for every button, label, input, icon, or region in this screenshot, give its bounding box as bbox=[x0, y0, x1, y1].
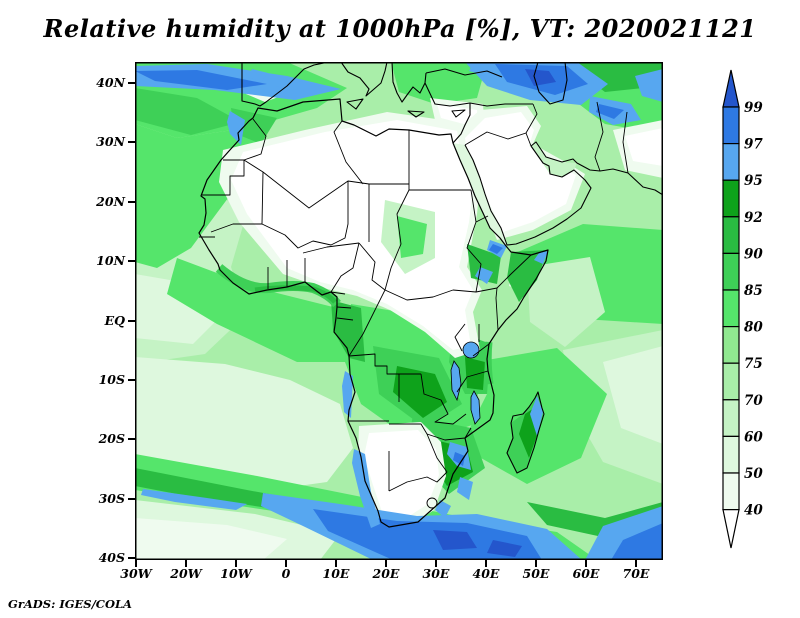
country-borders bbox=[199, 101, 629, 509]
colorbar-seg-60-70 bbox=[722, 399, 740, 437]
colorbar-seg-90-92 bbox=[722, 216, 740, 255]
lat-tick bbox=[128, 201, 135, 203]
europe-coastline bbox=[241, 62, 568, 118]
lon-tick bbox=[535, 560, 537, 567]
lon-label-30w: 30W bbox=[120, 566, 152, 581]
lat-label-20n: 20N bbox=[96, 194, 125, 209]
colorbar-seg-75-80 bbox=[722, 326, 740, 364]
map-area bbox=[135, 62, 663, 560]
lon-tick bbox=[285, 560, 287, 567]
lon-tick bbox=[135, 560, 137, 567]
svg-text:99: 99 bbox=[744, 100, 763, 116]
lat-tick bbox=[128, 260, 135, 262]
lon-tick bbox=[635, 560, 637, 567]
svg-text:92: 92 bbox=[744, 210, 763, 226]
lat-label-20s: 20S bbox=[98, 431, 125, 446]
lon-tick bbox=[385, 560, 387, 567]
lon-tick bbox=[335, 560, 337, 567]
lon-tick bbox=[235, 560, 237, 567]
lat-tick bbox=[128, 320, 135, 322]
lon-tick bbox=[435, 560, 437, 567]
colorbar-seg-80-85 bbox=[722, 289, 740, 328]
humidity-shading bbox=[135, 62, 663, 560]
lon-label-40e: 40E bbox=[472, 566, 500, 581]
africa-coastline bbox=[198, 98, 549, 528]
colorbar-seg-95-97 bbox=[722, 142, 740, 181]
lon-label-70e: 70E bbox=[622, 566, 650, 581]
lon-tick bbox=[185, 560, 187, 567]
colorbar-bottom-arrow bbox=[722, 509, 740, 549]
lat-label-30n: 30N bbox=[96, 134, 125, 149]
lon-tick bbox=[485, 560, 487, 567]
levant-coastline bbox=[452, 103, 471, 144]
arabia-coastline bbox=[464, 141, 663, 246]
svg-text:40: 40 bbox=[744, 503, 763, 519]
lat-label-40s: 40S bbox=[98, 550, 125, 565]
svg-text:60: 60 bbox=[744, 429, 763, 445]
lat-tick bbox=[128, 379, 135, 381]
svg-text:90: 90 bbox=[744, 246, 763, 262]
svg-text:95: 95 bbox=[744, 173, 763, 189]
colorbar-seg-70-75 bbox=[722, 362, 740, 401]
lon-label-0: 0 bbox=[281, 566, 291, 581]
colorbar-seg-40-50 bbox=[722, 472, 740, 511]
colorbar-labels: 99 97 95 92 90 85 80 75 70 60 50 40 bbox=[744, 100, 763, 519]
colorbar-top-arrow bbox=[722, 69, 740, 108]
lat-tick bbox=[128, 498, 135, 500]
plot-title: Relative humidity at 1000hPa [%], VT: 20… bbox=[43, 14, 757, 43]
svg-text:70: 70 bbox=[744, 393, 763, 409]
lon-label-30e: 30E bbox=[422, 566, 450, 581]
lat-label-10n: 10N bbox=[96, 253, 125, 268]
lat-tick bbox=[128, 557, 135, 559]
lat-label-10s: 10S bbox=[98, 372, 125, 387]
lat-tick bbox=[128, 141, 135, 143]
humidity-field-map bbox=[135, 62, 663, 560]
svg-text:85: 85 bbox=[744, 283, 763, 299]
lon-label-10e: 10E bbox=[322, 566, 350, 581]
colorbar: 99 97 95 92 90 85 80 75 70 60 50 40 bbox=[720, 62, 780, 557]
colorbar-seg-85-90 bbox=[722, 252, 740, 291]
lat-label-30s: 30S bbox=[98, 491, 125, 506]
svg-text:97: 97 bbox=[744, 137, 763, 153]
kalahari-dry-region bbox=[358, 422, 446, 528]
lat-tick bbox=[128, 82, 135, 84]
lat-label-40n: 40N bbox=[96, 75, 125, 90]
lon-label-50e: 50E bbox=[522, 566, 550, 581]
plot-frame bbox=[135, 62, 663, 560]
lon-label-10w: 10W bbox=[220, 566, 252, 581]
colorbar-seg-97-99 bbox=[722, 106, 740, 145]
high-humidity-blue-patches bbox=[135, 62, 663, 560]
colorbar-seg-50-60 bbox=[722, 435, 740, 474]
svg-text:75: 75 bbox=[744, 356, 763, 372]
coastlines bbox=[198, 62, 663, 528]
lon-label-60e: 60E bbox=[572, 566, 600, 581]
lat-tick bbox=[128, 438, 135, 440]
svg-text:80: 80 bbox=[744, 320, 763, 336]
sahara-dry-region bbox=[219, 112, 482, 358]
grads-attribution: GrADS: IGES/COLA bbox=[8, 597, 132, 611]
lat-label-eq: EQ bbox=[104, 313, 125, 328]
svg-text:50: 50 bbox=[744, 466, 763, 482]
lon-tick bbox=[585, 560, 587, 567]
madagascar-coastline bbox=[506, 391, 545, 474]
lon-label-20e: 20E bbox=[372, 566, 400, 581]
red-sea bbox=[453, 143, 507, 246]
colorbar-seg-92-95 bbox=[722, 179, 740, 218]
lon-label-20w: 20W bbox=[170, 566, 202, 581]
